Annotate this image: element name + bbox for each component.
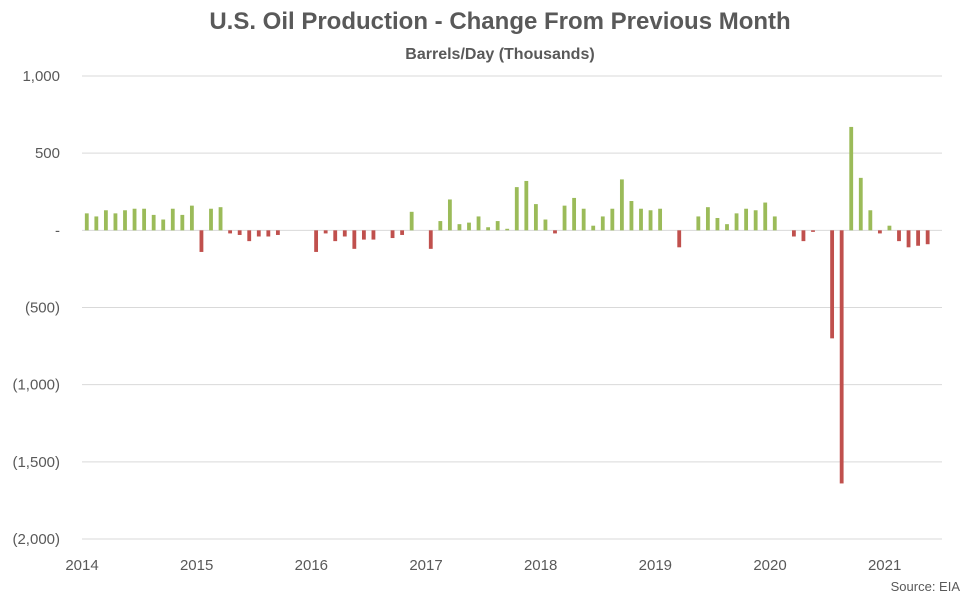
bar — [409, 211, 414, 231]
bar — [543, 219, 548, 231]
bar — [209, 208, 213, 231]
y-tick-label: (500) — [25, 300, 60, 317]
bar — [457, 224, 462, 231]
bar — [103, 210, 108, 231]
bar — [142, 208, 147, 231]
bar — [495, 221, 500, 231]
bar — [772, 216, 777, 231]
bar — [514, 187, 519, 231]
bar — [925, 230, 930, 245]
x-tick-label: 2015 — [180, 557, 213, 574]
bar — [180, 214, 185, 231]
bar — [275, 230, 280, 235]
bar — [390, 230, 395, 239]
bar — [237, 230, 242, 235]
bar — [696, 216, 701, 231]
bar — [361, 230, 366, 240]
bar — [619, 179, 624, 231]
bar — [352, 230, 357, 249]
bar — [600, 216, 605, 231]
bar — [438, 221, 443, 231]
bar — [218, 207, 223, 231]
bar — [533, 204, 538, 231]
bar — [725, 224, 729, 231]
x-tick-label: 2020 — [753, 557, 786, 574]
bar — [763, 202, 768, 231]
bar — [753, 210, 758, 231]
bar — [868, 210, 873, 231]
bar — [266, 230, 271, 237]
bar — [161, 219, 166, 231]
x-tick-label: 2017 — [409, 557, 442, 574]
bar — [639, 208, 643, 231]
bar — [524, 180, 529, 231]
bar — [323, 230, 328, 234]
y-tick-label: 500 — [35, 145, 60, 162]
bar — [247, 230, 252, 242]
x-tick-label: 2019 — [639, 557, 672, 574]
bar — [486, 227, 491, 231]
chart-title: U.S. Oil Production - Change From Previo… — [209, 8, 791, 35]
bar — [84, 213, 89, 231]
bar — [467, 222, 471, 231]
bar — [572, 197, 577, 231]
bar — [333, 230, 338, 242]
bar — [151, 214, 156, 231]
bar — [610, 208, 615, 231]
bar — [811, 230, 815, 232]
bar — [830, 230, 835, 339]
x-tick-label: 2014 — [65, 557, 98, 574]
bar — [400, 230, 405, 235]
y-tick-label: (1,500) — [12, 454, 60, 471]
bar — [170, 208, 175, 231]
y-tick-label: (1,000) — [12, 377, 60, 394]
bar — [228, 230, 233, 234]
bar — [658, 208, 663, 231]
x-tick-label: 2018 — [524, 557, 557, 574]
bar — [581, 208, 586, 231]
bar — [858, 177, 863, 231]
bar — [744, 208, 749, 231]
bar — [189, 205, 194, 231]
y-tick-label: 1,000 — [22, 68, 60, 85]
y-tick-label: - — [55, 222, 60, 239]
bar — [562, 205, 567, 231]
bar — [113, 213, 118, 231]
bar — [553, 230, 557, 234]
bar — [849, 126, 854, 231]
bar — [801, 230, 806, 242]
bar — [887, 225, 892, 231]
bar — [677, 230, 682, 248]
bar — [428, 230, 433, 249]
x-tick-label: 2021 — [868, 557, 901, 574]
bar — [371, 230, 376, 240]
bar — [734, 213, 739, 231]
y-tick-label: (2,000) — [12, 531, 60, 548]
bar — [648, 210, 653, 231]
bar — [705, 207, 710, 231]
bar — [199, 230, 204, 252]
bar — [476, 216, 481, 231]
bar — [314, 230, 319, 252]
bar — [791, 230, 796, 237]
bar — [916, 230, 921, 246]
bar — [342, 230, 347, 237]
bar — [132, 208, 137, 231]
bar — [906, 230, 911, 248]
bar — [447, 199, 452, 231]
bar — [505, 228, 510, 231]
bar — [123, 210, 127, 231]
bar — [839, 230, 844, 484]
bar — [877, 230, 882, 234]
x-tick-label: 2016 — [295, 557, 328, 574]
bar — [591, 225, 596, 231]
bar — [256, 230, 261, 237]
bar — [94, 216, 99, 231]
bar — [629, 201, 634, 231]
source-note: Source: EIA — [890, 579, 960, 594]
bar — [897, 230, 901, 242]
bar — [715, 217, 720, 231]
chart-subtitle: Barrels/Day (Thousands) — [405, 46, 595, 63]
